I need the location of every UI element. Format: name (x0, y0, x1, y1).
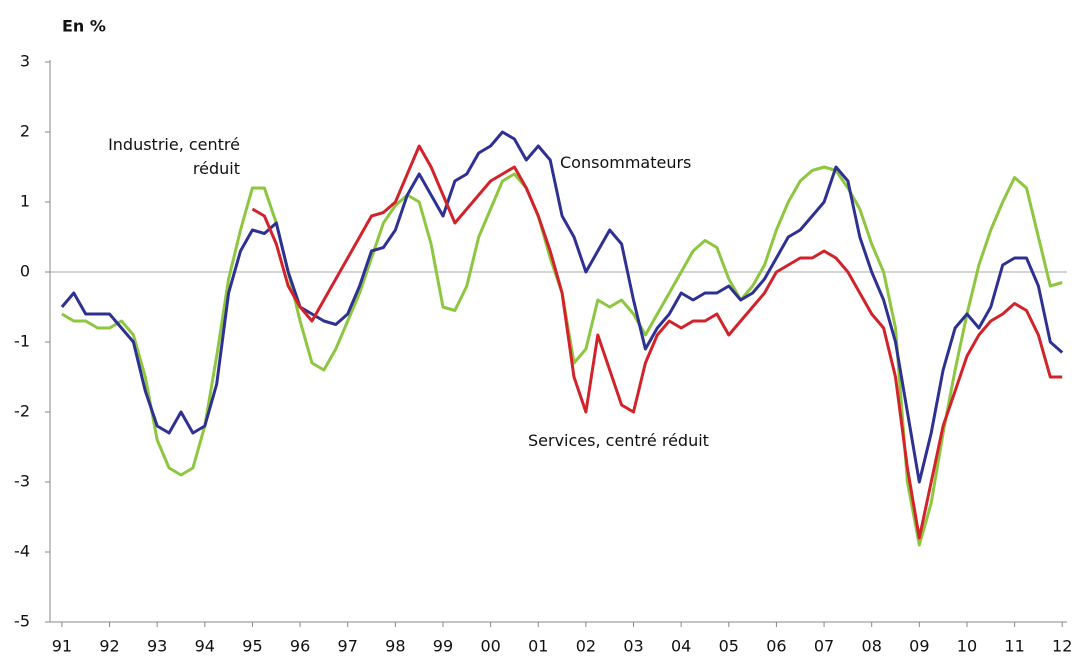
series-line (60, 130, 1064, 484)
series-label: Industrie, centré réduit (108, 135, 240, 178)
x-tick-label: 93 (147, 637, 167, 656)
x-tick-label: 03 (623, 637, 643, 656)
x-tick-label: 09 (909, 637, 929, 656)
y-tick-label: 2 (20, 122, 30, 141)
series-label: Services, centré réduit (528, 431, 709, 450)
x-tick-label: 91 (52, 637, 72, 656)
x-tick-label: 07 (814, 637, 834, 656)
y-tick-label: -1 (14, 332, 30, 351)
x-tick-label: 11 (1004, 637, 1024, 656)
y-tick-label: -4 (14, 542, 30, 561)
x-tick-label: 04 (671, 637, 691, 656)
x-tick-label: 06 (766, 637, 786, 656)
x-tick-label: 95 (242, 637, 262, 656)
x-tick-label: 97 (338, 637, 358, 656)
y-tick-label: 1 (20, 192, 30, 211)
x-tick-label: 05 (719, 637, 739, 656)
x-tick-label: 99 (433, 637, 453, 656)
y-tick-label: 0 (20, 262, 30, 281)
y-tick-label: -5 (14, 612, 30, 631)
x-tick-label: 98 (385, 637, 405, 656)
series-line (251, 144, 1063, 540)
y-tick-label: 3 (20, 52, 30, 71)
x-tick-label: 08 (862, 637, 882, 656)
x-tick-label: 94 (195, 637, 215, 656)
series-label: Consommateurs (560, 153, 692, 172)
y-tick-label: -2 (14, 402, 30, 421)
x-tick-label: 01 (528, 637, 548, 656)
x-tick-label: 12 (1052, 637, 1072, 656)
x-tick-label: 96 (290, 637, 310, 656)
y-tick-label: -3 (14, 472, 30, 491)
x-tick-label: 92 (99, 637, 119, 656)
x-tick-label: 00 (480, 637, 500, 656)
x-tick-label: 02 (576, 637, 596, 656)
y-axis-label: En % (62, 17, 106, 36)
x-tick-label: 10 (957, 637, 977, 656)
